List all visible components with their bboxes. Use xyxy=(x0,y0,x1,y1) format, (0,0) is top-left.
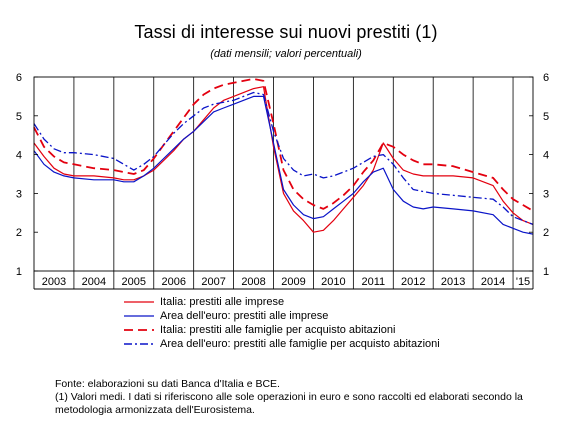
footnote: (1) Valori medi. I dati si riferiscono a… xyxy=(55,391,523,416)
x-tick-label: 2010 xyxy=(321,276,345,288)
legend-swatch-euro-imprese xyxy=(124,313,154,319)
legend-item: Italia: prestiti alle imprese xyxy=(124,295,524,309)
y-tick-label-right: 3 xyxy=(543,188,549,200)
x-tick-label: 2008 xyxy=(241,276,265,288)
legend-label: Italia: prestiti alle imprese xyxy=(160,296,285,308)
x-tick-label: 2003 xyxy=(42,276,66,288)
y-tick-label-left: 4 xyxy=(16,150,22,162)
x-tick-label: 2006 xyxy=(161,276,185,288)
chart-subtitle: (dati mensili; valori percentuali) xyxy=(210,48,362,60)
y-tick-label-right: 4 xyxy=(543,150,549,162)
legend-swatch-italia-famiglie xyxy=(124,327,154,333)
chart-notes: Fonte: elaborazioni su dati Banca d'Ital… xyxy=(55,378,555,417)
series-line-2 xyxy=(33,78,534,212)
y-tick-label-right: 6 xyxy=(543,72,549,84)
legend-item: Italia: prestiti alle famiglie per acqui… xyxy=(124,323,524,337)
legend-label: Italia: prestiti alle famiglie per acqui… xyxy=(160,324,396,336)
x-tick-label: 2011 xyxy=(361,276,385,288)
y-tick-label-left: 2 xyxy=(16,227,22,239)
series-layer xyxy=(33,78,534,235)
series-line-0 xyxy=(33,86,534,233)
grid-layer xyxy=(73,77,514,289)
axis-layer: 1 1 2 2 3 3 4 4 5 5 6 6 2003 2004 2005 2006 2007 2008 2009… xyxy=(16,72,549,290)
x-tick-label: 2013 xyxy=(441,276,465,288)
y-tick-label-left: 5 xyxy=(16,111,22,123)
plot-frame xyxy=(33,76,534,272)
x-tick-label: 2009 xyxy=(281,276,305,288)
legend-swatch-italia-imprese xyxy=(124,299,154,305)
y-tick-label-left: 1 xyxy=(16,266,22,278)
y-tick-label-right: 1 xyxy=(543,266,549,278)
x-tick-label: 2007 xyxy=(201,276,225,288)
y-tick-label-right: 5 xyxy=(543,111,549,123)
x-tick-label: 2014 xyxy=(481,276,505,288)
x-tick-label: 2004 xyxy=(82,276,106,288)
legend-swatch-euro-famiglie xyxy=(124,341,154,347)
y-tick-label-right: 2 xyxy=(543,227,549,239)
x-tick-label: '15 xyxy=(516,276,530,288)
source-note: Fonte: elaborazioni su dati Banca d'Ital… xyxy=(55,378,280,390)
x-tick-label: 2005 xyxy=(122,276,146,288)
legend-item: Area dell'euro: prestiti alle famiglie p… xyxy=(124,337,524,351)
series-line-3 xyxy=(33,91,534,226)
x-tick-label: 2012 xyxy=(401,276,425,288)
series-line-1 xyxy=(33,95,534,235)
y-tick-label-left: 3 xyxy=(16,188,22,200)
y-tick-label-left: 6 xyxy=(16,72,22,84)
legend-label: Area dell'euro: prestiti alle famiglie p… xyxy=(160,338,440,350)
chart-legend: Italia: prestiti alle imprese Area dell'… xyxy=(124,295,524,351)
legend-label: Area dell'euro: prestiti alle imprese xyxy=(160,310,329,322)
chart-title: Tassi di interesse sui nuovi prestiti (1… xyxy=(134,22,438,42)
legend-item: Area dell'euro: prestiti alle imprese xyxy=(124,309,524,323)
